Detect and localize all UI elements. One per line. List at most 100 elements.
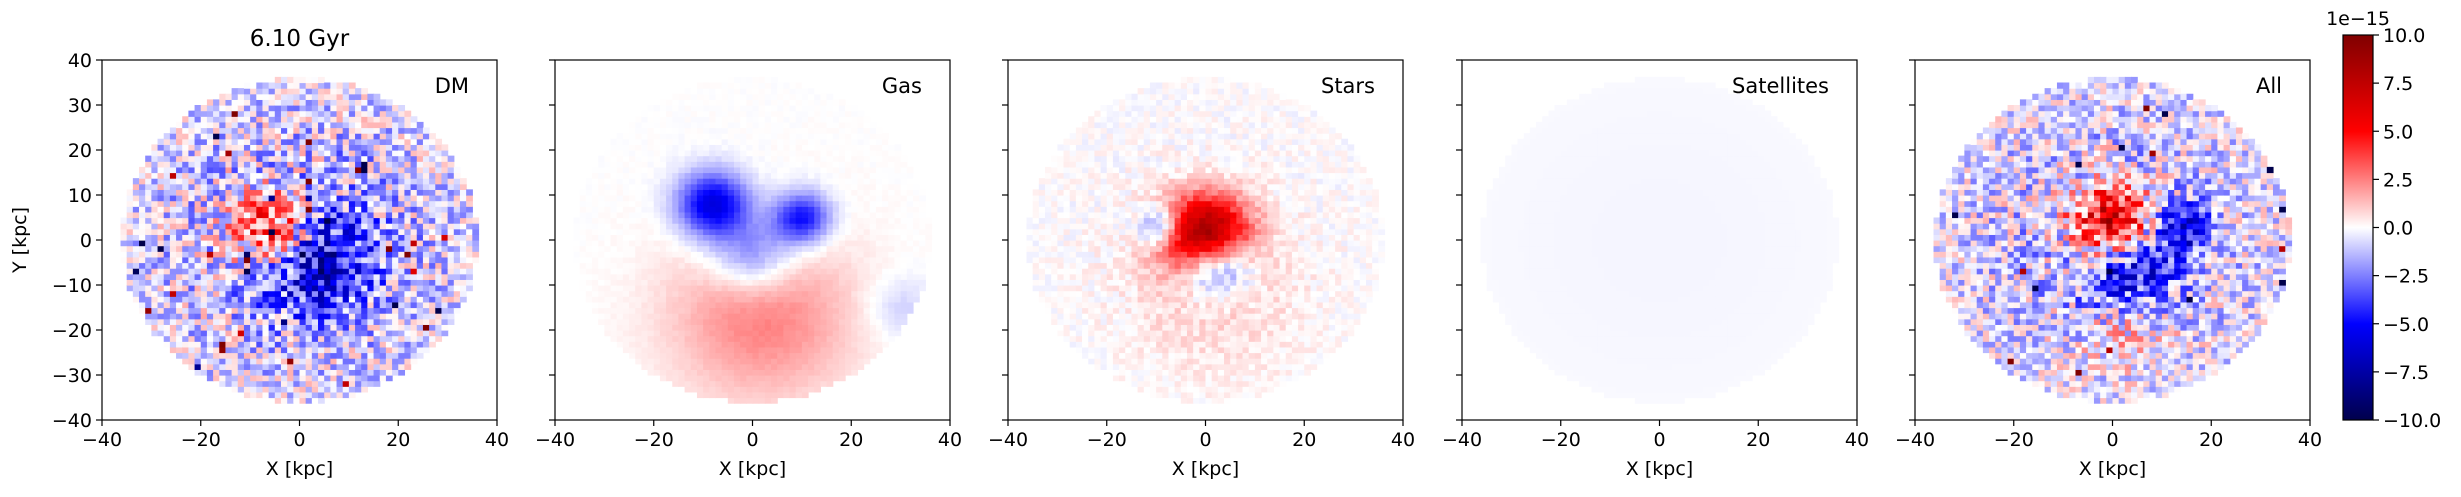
- heatmap-cell: [324, 206, 331, 213]
- heatmap-cell: [410, 228, 418, 235]
- heatmap-cell: [225, 150, 233, 157]
- heatmap-cell: [336, 206, 344, 213]
- heatmap-cell: [373, 285, 381, 292]
- heatmap-cell: [777, 369, 784, 376]
- heatmap-cell: [318, 369, 325, 376]
- heatmap-cell: [318, 380, 325, 387]
- heatmap-cell: [746, 346, 754, 354]
- heatmap-cell: [280, 116, 288, 123]
- heatmap-cell: [398, 324, 406, 331]
- heatmap-cell: [231, 99, 239, 106]
- heatmap-cell: [151, 144, 159, 151]
- heatmap-cell: [194, 290, 202, 297]
- heatmap-cell: [243, 324, 251, 331]
- heatmap-cell: [721, 273, 729, 280]
- heatmap-cell: [666, 268, 673, 275]
- heatmap-cell: [299, 307, 307, 314]
- heatmap-cell: [752, 386, 760, 393]
- heatmap-cell: [808, 386, 815, 393]
- heatmap-cell: [139, 245, 146, 252]
- heatmap-cell: [764, 397, 772, 404]
- heatmap-cell: [610, 307, 618, 314]
- heatmap-cell: [690, 161, 698, 168]
- heatmap-cell: [361, 206, 368, 213]
- heatmap-cell: [237, 211, 245, 219]
- heatmap-cell: [293, 105, 301, 112]
- heatmap-cell: [293, 397, 301, 404]
- heatmap-cell: [690, 138, 698, 145]
- heatmap-cell: [795, 234, 803, 241]
- heatmap-cell: [845, 138, 852, 145]
- heatmap-cell: [641, 228, 649, 235]
- heatmap-cell: [641, 301, 649, 309]
- heatmap-cell: [231, 166, 239, 174]
- heatmap-cell: [231, 178, 239, 185]
- heatmap-cell: [139, 189, 146, 196]
- heatmap-cell: [752, 121, 760, 129]
- heatmap-cell: [696, 363, 704, 370]
- heatmap-cell: [176, 313, 183, 320]
- heatmap-cell: [243, 251, 251, 258]
- heatmap-cell: [373, 116, 381, 123]
- heatmap-cell: [305, 150, 313, 157]
- heatmap-cell: [764, 82, 772, 89]
- heatmap-cell: [715, 155, 723, 162]
- heatmap-cell: [808, 290, 815, 297]
- heatmap-cell: [206, 279, 214, 286]
- heatmap-cell: [721, 335, 729, 342]
- heatmap-cell: [348, 234, 356, 241]
- heatmap-cell: [305, 330, 313, 337]
- heatmap-cell: [696, 217, 704, 224]
- heatmap-cell: [157, 161, 165, 168]
- heatmap-cell: [268, 217, 276, 224]
- heatmap-cell: [727, 116, 735, 123]
- heatmap-cell: [459, 240, 467, 247]
- heatmap-cell: [641, 138, 649, 145]
- heatmap-cell: [616, 273, 624, 280]
- heatmap-cell: [398, 285, 406, 292]
- heatmap-cell: [268, 82, 276, 89]
- heatmap-cell: [838, 358, 846, 365]
- heatmap-cell: [311, 172, 319, 179]
- heatmap-cell: [696, 189, 704, 196]
- heatmap-cell: [262, 172, 270, 179]
- heatmap-cell: [777, 99, 784, 106]
- heatmap-cell: [336, 99, 344, 106]
- heatmap-cell: [139, 301, 146, 309]
- heatmap-cell: [740, 341, 747, 348]
- heatmap-cell: [579, 234, 587, 241]
- heatmap-cell: [678, 324, 686, 331]
- heatmap-cell: [280, 76, 288, 84]
- heatmap-cell: [324, 301, 331, 309]
- heatmap-cell: [256, 386, 264, 393]
- heatmap-cell: [696, 279, 704, 286]
- heatmap-cell: [709, 268, 717, 275]
- heatmap-cell: [324, 262, 331, 269]
- heatmap-cell: [231, 217, 239, 224]
- heatmap-cell: [832, 183, 840, 190]
- heatmap-cell: [678, 307, 686, 314]
- heatmap-cell: [422, 150, 430, 157]
- heatmap-cell: [808, 279, 815, 286]
- heatmap-cell: [857, 121, 865, 129]
- heatmap-cell: [151, 318, 159, 325]
- heatmap-cell: [348, 189, 356, 196]
- heatmap-cell: [410, 307, 418, 314]
- heatmap-cell: [746, 363, 754, 370]
- heatmap-cell: [764, 211, 772, 219]
- heatmap-cell: [715, 110, 723, 117]
- heatmap-cell: [280, 206, 288, 213]
- heatmap-cell: [348, 110, 356, 117]
- heatmap-cell: [703, 318, 710, 325]
- heatmap-cell: [820, 341, 828, 348]
- heatmap-cell: [299, 88, 307, 95]
- heatmap-cell: [709, 285, 717, 292]
- heatmap-cell: [194, 341, 202, 348]
- heatmap-cell: [157, 189, 165, 196]
- heatmap-cell: [764, 375, 772, 382]
- heatmap-cell: [305, 178, 313, 185]
- heatmap-cell: [367, 228, 375, 235]
- heatmap-cell: [647, 318, 655, 325]
- heatmap-cell: [814, 195, 821, 202]
- heatmap-cell: [429, 161, 436, 168]
